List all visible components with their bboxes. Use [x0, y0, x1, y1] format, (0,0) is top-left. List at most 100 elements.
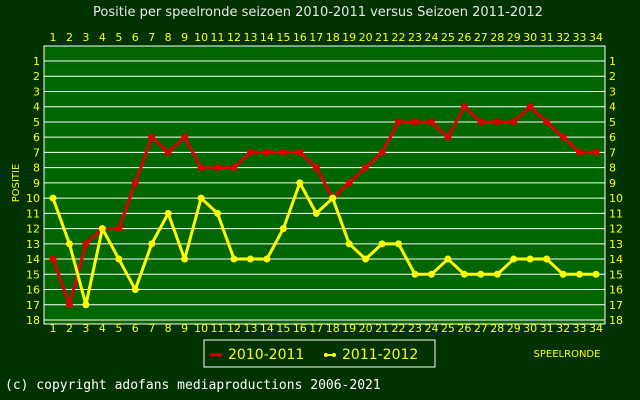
series-1-point-1 [49, 255, 57, 263]
y-tick-right-12: 12 [609, 223, 623, 236]
y-tick-right-9: 9 [609, 177, 616, 190]
series-2-point-25 [444, 255, 452, 263]
series-2-point-17 [312, 209, 320, 217]
series-2-point-34 [592, 270, 600, 278]
series-1-point-24 [427, 118, 435, 126]
y-tick-left-17: 17 [26, 299, 40, 312]
x-tick-bottom-12: 12 [227, 322, 241, 335]
series-1-point-27 [477, 118, 485, 126]
series-1-point-33 [576, 148, 584, 156]
x-tick-bottom-16: 16 [293, 322, 307, 335]
series-1-point-29 [510, 118, 518, 126]
y-tick-right-16: 16 [609, 284, 623, 297]
series-2-point-19 [345, 240, 353, 248]
x-tick-top-28: 28 [490, 31, 504, 44]
series-1-point-10 [197, 164, 205, 172]
series-1-point-6 [131, 179, 139, 187]
y-tick-right-8: 8 [609, 162, 616, 175]
y-tick-left-3: 3 [33, 85, 40, 98]
x-tick-top-7: 7 [148, 31, 155, 44]
series-2-point-12 [230, 255, 238, 263]
x-tick-bottom-30: 30 [523, 322, 537, 335]
x-tick-bottom-18: 18 [326, 322, 340, 335]
x-tick-top-10: 10 [194, 31, 208, 44]
y-tick-left-5: 5 [33, 116, 40, 129]
x-tick-bottom-7: 7 [148, 322, 155, 335]
legend: 2010-2011 2011-2012 [210, 347, 418, 363]
y-tick-left-14: 14 [26, 253, 40, 266]
series-2-point-28 [493, 270, 501, 278]
x-tick-bottom-33: 33 [573, 322, 587, 335]
y-tick-left-15: 15 [26, 268, 40, 281]
x-tick-top-27: 27 [474, 31, 488, 44]
x-tick-top-22: 22 [392, 31, 406, 44]
series-2-point-13 [246, 255, 254, 263]
legend-marker-a-2 [324, 353, 328, 357]
x-tick-bottom-25: 25 [441, 322, 455, 335]
copyright-text: (c) copyright adofans mediaproductions 2… [5, 378, 381, 393]
x-tick-top-5: 5 [115, 31, 122, 44]
x-tick-bottom-14: 14 [260, 322, 274, 335]
x-tick-top-31: 31 [540, 31, 554, 44]
y-tick-left-16: 16 [26, 284, 40, 297]
y-tick-right-7: 7 [609, 146, 616, 159]
y-tick-right-3: 3 [609, 85, 616, 98]
x-tick-bottom-22: 22 [392, 322, 406, 335]
y-tick-left-10: 10 [26, 192, 40, 205]
x-tick-bottom-15: 15 [276, 322, 290, 335]
y-tick-right-1: 1 [609, 55, 616, 68]
x-tick-bottom-28: 28 [490, 322, 504, 335]
series-2-point-3 [82, 301, 90, 309]
series-1-point-31 [543, 118, 551, 126]
legend-label-1: 2010-2011 [228, 347, 304, 363]
x-tick-bottom-4: 4 [99, 322, 106, 335]
y-tick-left-11: 11 [26, 207, 40, 220]
y-tick-right-13: 13 [609, 238, 623, 251]
x-tick-bottom-34: 34 [589, 322, 603, 335]
y-tick-left-13: 13 [26, 238, 40, 251]
x-tick-top-1: 1 [50, 31, 57, 44]
series-2-point-16 [296, 179, 304, 187]
series-2-point-5 [115, 255, 123, 263]
x-tick-top-33: 33 [573, 31, 587, 44]
x-tick-top-13: 13 [243, 31, 257, 44]
x-tick-bottom-24: 24 [424, 322, 438, 335]
x-tick-bottom-29: 29 [507, 322, 521, 335]
y-axis-label: POSITIE [11, 164, 22, 203]
series-2-point-18 [329, 194, 337, 202]
y-tick-right-17: 17 [609, 299, 623, 312]
series-1-point-23 [411, 118, 419, 126]
series-1-point-8 [164, 148, 172, 156]
y-tick-left-6: 6 [33, 131, 40, 144]
series-1-point-22 [395, 118, 403, 126]
x-tick-top-21: 21 [375, 31, 389, 44]
series [49, 103, 600, 309]
x-tick-bottom-6: 6 [132, 322, 139, 335]
x-tick-bottom-17: 17 [309, 322, 323, 335]
series-2-point-33 [576, 270, 584, 278]
series-1-point-2 [65, 301, 73, 309]
series-2-point-24 [427, 270, 435, 278]
series-1 [49, 103, 600, 309]
series-1-point-16 [296, 148, 304, 156]
series-1-point-11 [214, 164, 222, 172]
series-2-point-1 [49, 194, 57, 202]
y-tick-right-5: 5 [609, 116, 616, 129]
y-tick-right-18: 18 [609, 314, 623, 327]
x-tick-bottom-3: 3 [82, 322, 89, 335]
x-tick-top-16: 16 [293, 31, 307, 44]
y-tick-right-4: 4 [609, 101, 616, 114]
x-tick-top-12: 12 [227, 31, 241, 44]
x-tick-bottom-10: 10 [194, 322, 208, 335]
series-2-point-29 [510, 255, 518, 263]
y-tick-left-1: 1 [33, 55, 40, 68]
x-axis-label: SPEELRONDE [534, 349, 601, 360]
series-1-point-15 [279, 148, 287, 156]
x-tick-top-8: 8 [165, 31, 172, 44]
series-1-point-21 [378, 148, 386, 156]
x-tick-top-30: 30 [523, 31, 537, 44]
y-tick-right-2: 2 [609, 70, 616, 83]
series-2-point-7 [148, 240, 156, 248]
